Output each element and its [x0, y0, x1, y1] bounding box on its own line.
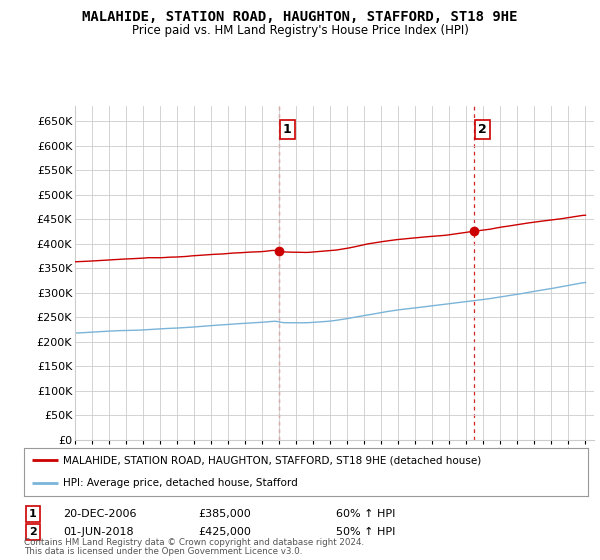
Text: 50% ↑ HPI: 50% ↑ HPI	[336, 527, 395, 537]
Text: MALAHIDE, STATION ROAD, HAUGHTON, STAFFORD, ST18 9HE: MALAHIDE, STATION ROAD, HAUGHTON, STAFFO…	[82, 10, 518, 24]
Text: 2: 2	[478, 123, 487, 136]
Text: 1: 1	[29, 509, 37, 519]
Text: 2: 2	[29, 527, 37, 537]
Text: 01-JUN-2018: 01-JUN-2018	[63, 527, 134, 537]
Text: Price paid vs. HM Land Registry's House Price Index (HPI): Price paid vs. HM Land Registry's House …	[131, 24, 469, 36]
Text: MALAHIDE, STATION ROAD, HAUGHTON, STAFFORD, ST18 9HE (detached house): MALAHIDE, STATION ROAD, HAUGHTON, STAFFO…	[64, 455, 482, 465]
Text: Contains HM Land Registry data © Crown copyright and database right 2024.: Contains HM Land Registry data © Crown c…	[24, 538, 364, 547]
Text: £425,000: £425,000	[198, 527, 251, 537]
Text: 1: 1	[283, 123, 292, 136]
Text: 20-DEC-2006: 20-DEC-2006	[63, 509, 137, 519]
Text: HPI: Average price, detached house, Stafford: HPI: Average price, detached house, Staf…	[64, 478, 298, 488]
Text: £385,000: £385,000	[198, 509, 251, 519]
Text: This data is licensed under the Open Government Licence v3.0.: This data is licensed under the Open Gov…	[24, 547, 302, 556]
Text: 60% ↑ HPI: 60% ↑ HPI	[336, 509, 395, 519]
